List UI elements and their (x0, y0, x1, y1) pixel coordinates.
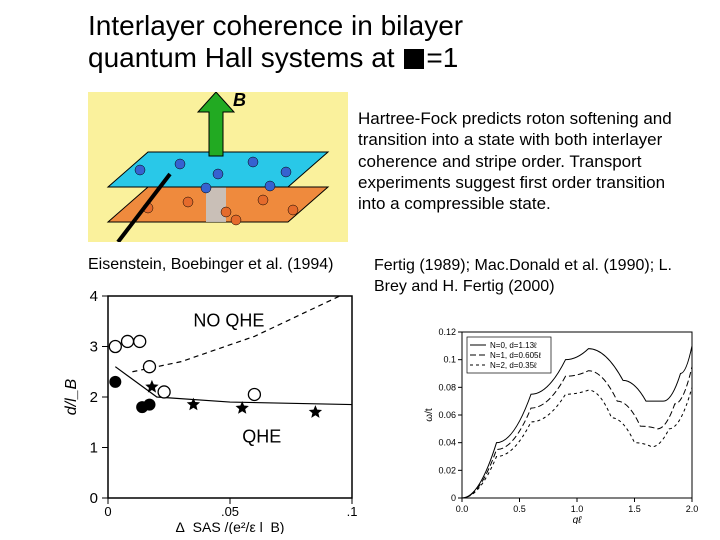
svg-text:4: 4 (90, 288, 98, 305)
title-line2b: =1 (426, 42, 458, 73)
svg-text:.1: .1 (347, 504, 358, 519)
bilayer-diagram: B (88, 92, 348, 242)
svg-text:1: 1 (90, 440, 98, 457)
svg-text:N=0, d=1.13ℓ: N=0, d=1.13ℓ (490, 341, 537, 350)
svg-text:N=1, d=0.605ℓ: N=1, d=0.605ℓ (490, 351, 541, 360)
svg-text:qℓ: qℓ (573, 515, 583, 524)
svg-text:0.08: 0.08 (438, 382, 456, 392)
svg-text:0.12: 0.12 (438, 327, 456, 337)
nu-square-glyph (404, 49, 424, 69)
svg-text:2.0: 2.0 (686, 504, 699, 514)
svg-text:0: 0 (104, 504, 111, 519)
slide-title: Interlayer coherence in bilayer quantum … (88, 10, 648, 74)
description-text: Hartree-Fock predicts roton softening an… (358, 108, 688, 214)
svg-text:0.06: 0.06 (438, 410, 456, 420)
svg-text:NO QHE: NO QHE (193, 310, 264, 330)
svg-text:0.0: 0.0 (456, 504, 469, 514)
svg-text:QHE: QHE (242, 426, 281, 446)
svg-text:N=2, d=0.35ℓ: N=2, d=0.35ℓ (490, 361, 537, 370)
svg-text:0.02: 0.02 (438, 465, 456, 475)
svg-text:0.04: 0.04 (438, 438, 456, 448)
phase-diagram-plot: 0 .05 .1 0 1 2 3 4 Δ_SAS /(e²/ε l_B) d/l_B NO QHE Q… (62, 286, 362, 534)
title-line1: Interlayer coherence in bilayer (88, 10, 463, 41)
svg-text:3: 3 (90, 339, 98, 356)
svg-text:0: 0 (90, 490, 98, 507)
svg-text:1.5: 1.5 (628, 504, 641, 514)
svg-text:0.5: 0.5 (513, 504, 526, 514)
svg-text:ω/t: ω/t (424, 408, 435, 422)
svg-text:Δ_SAS /(e²/ε l_B): Δ_SAS /(e²/ε l_B) (176, 519, 285, 534)
dispersion-plot: 0.0 0.5 1.0 1.5 2.0 0 0.02 0.04 0.06 0.08 0.1 0.12 q… (420, 324, 700, 524)
svg-text:.05: .05 (221, 504, 239, 519)
svg-text:2: 2 (90, 389, 98, 406)
slide: Interlayer coherence in bilayer quantum … (0, 0, 720, 540)
svg-text:0: 0 (451, 493, 456, 503)
citation-right: Fertig (1989); Mac.Donald et al. (1990);… (374, 256, 704, 298)
svg-text:0.1: 0.1 (443, 355, 456, 365)
title-line2a: quantum Hall systems at (88, 42, 402, 73)
svg-text:1.0: 1.0 (571, 504, 584, 514)
svg-text:B: B (233, 92, 246, 110)
svg-text:d/l_B: d/l_B (63, 378, 80, 415)
citation-left: Eisenstein, Boebinger et al. (1994) (88, 256, 333, 274)
